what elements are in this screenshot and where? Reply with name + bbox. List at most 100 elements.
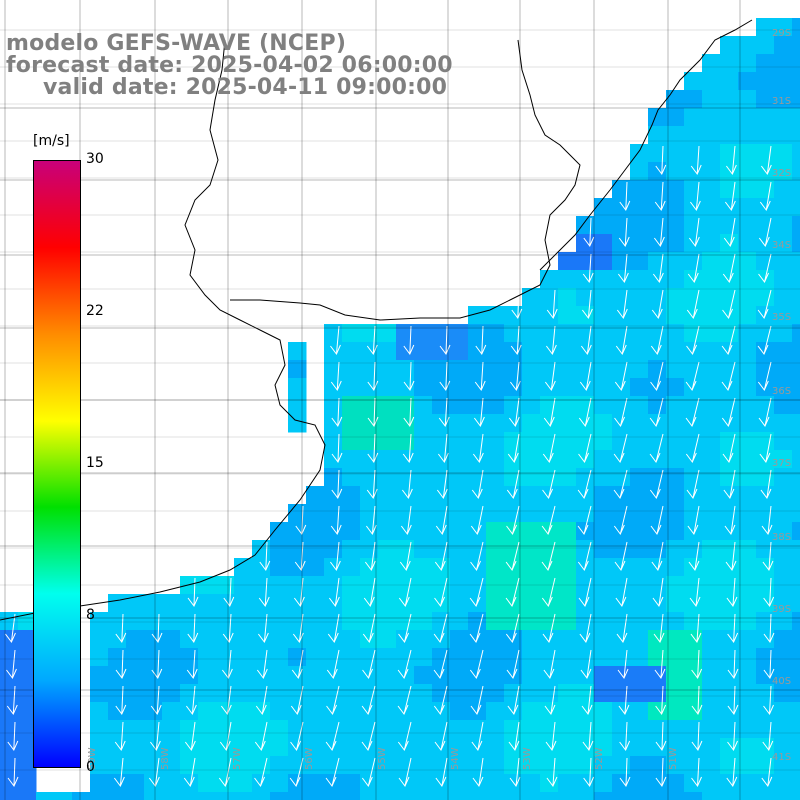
wind-cell	[774, 432, 793, 451]
wind-cell	[774, 720, 793, 739]
wind-cell	[378, 396, 397, 415]
wind-cell	[468, 504, 487, 523]
wind-cell	[630, 360, 649, 379]
wind-arrow	[583, 217, 595, 247]
wind-cell	[648, 504, 667, 523]
wind-arrow	[725, 145, 737, 175]
wind-cell	[684, 162, 703, 181]
wind-cell	[540, 612, 559, 631]
wind-cell	[468, 576, 487, 595]
wind-cell	[396, 612, 415, 631]
wind-cell	[702, 72, 721, 91]
wind-cell	[432, 468, 451, 487]
wind-arrow	[328, 577, 340, 607]
wind-cell	[756, 738, 775, 757]
wind-cell	[414, 666, 433, 685]
wind-cell	[360, 612, 379, 631]
wind-cell	[738, 198, 757, 217]
wind-cell	[414, 702, 433, 721]
wind-arrow	[398, 757, 412, 787]
wind-cell	[252, 684, 271, 703]
wind-cell	[414, 504, 433, 523]
wind-arrow	[652, 253, 664, 283]
wind-arrow	[362, 649, 376, 679]
wind-cell	[702, 198, 721, 217]
wind-cell	[756, 90, 775, 109]
wind-arrow	[367, 361, 379, 391]
wind-cell	[180, 648, 199, 667]
wind-cell	[396, 648, 415, 667]
wind-cell	[486, 306, 505, 325]
wind-arrow	[474, 361, 486, 391]
wind-cell	[792, 144, 800, 163]
wind-cell	[540, 756, 559, 775]
wind-arrow	[434, 541, 448, 571]
wind-cell	[666, 342, 685, 361]
wind-cell	[684, 522, 703, 541]
wind-arrow	[399, 541, 412, 571]
wind-cell	[90, 648, 109, 667]
wind-cell	[666, 324, 685, 343]
wind-cell	[684, 90, 703, 109]
wind-arrow	[509, 361, 521, 391]
wind-arrow	[545, 721, 557, 751]
wind-cell	[774, 666, 793, 685]
wind-cell	[126, 756, 145, 775]
wind-cell	[306, 684, 325, 703]
wind-cell	[684, 144, 703, 163]
wind-cell	[342, 684, 361, 703]
wind-cell	[774, 702, 793, 721]
wind-arrow	[726, 577, 738, 607]
wind-arrow	[649, 397, 664, 427]
wind-cell	[756, 792, 775, 800]
wind-cell	[414, 468, 433, 487]
wind-cell	[450, 396, 469, 415]
wind-arrow	[433, 613, 448, 643]
wind-cell	[540, 792, 559, 800]
wind-cell	[558, 396, 577, 415]
wind-cell	[396, 576, 415, 595]
wind-cell	[630, 558, 649, 577]
wind-cell	[360, 522, 379, 541]
wind-cell	[630, 270, 649, 289]
wind-cell	[252, 612, 271, 631]
wind-cell	[666, 180, 685, 199]
wind-arrow	[619, 181, 631, 211]
wind-cell	[378, 738, 397, 757]
wind-cell	[486, 666, 505, 685]
wind-cell	[522, 432, 541, 451]
wind-cell	[540, 360, 559, 379]
wind-cell	[738, 522, 757, 541]
wind-cell	[504, 360, 523, 379]
wind-cell	[594, 666, 613, 685]
wind-cell	[360, 630, 379, 649]
wind-cell	[468, 378, 487, 397]
wind-cell	[468, 306, 487, 325]
wind-cell	[738, 378, 757, 397]
wind-cell	[756, 576, 775, 595]
wind-arrow	[506, 469, 520, 499]
wind-cell	[288, 594, 307, 613]
wind-arrow	[650, 361, 664, 391]
wind-cell	[594, 198, 613, 217]
wind-cell	[792, 396, 800, 415]
wind-cell	[594, 324, 613, 343]
wind-cell	[558, 702, 577, 721]
wind-cell	[738, 414, 757, 433]
wind-cell	[468, 432, 487, 451]
wind-cell	[648, 756, 667, 775]
wind-arrow	[686, 469, 700, 499]
wind-arrow	[619, 757, 631, 787]
wind-cell	[432, 396, 451, 415]
wind-cell	[576, 612, 595, 631]
wind-cell	[396, 594, 415, 613]
wind-cell	[306, 558, 325, 577]
wind-cell	[720, 54, 739, 73]
wind-cell	[378, 612, 397, 631]
wind-cell	[270, 666, 289, 685]
wind-cell	[342, 504, 361, 523]
wind-arrow	[721, 361, 736, 391]
wind-cell	[540, 396, 559, 415]
wind-cell	[450, 468, 469, 487]
wind-cell	[774, 324, 793, 343]
